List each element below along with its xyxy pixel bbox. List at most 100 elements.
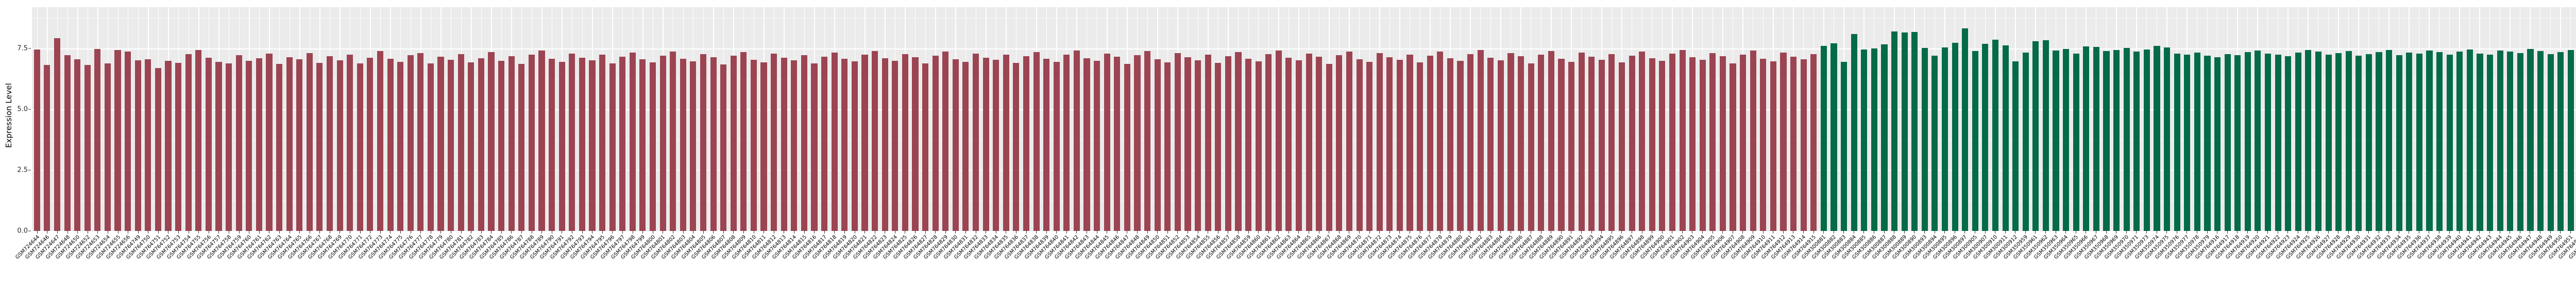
bar[interactable]	[1730, 63, 1736, 231]
bar-slot[interactable]	[1930, 7, 1940, 231]
bar-slot[interactable]	[143, 7, 154, 231]
bar-slot[interactable]	[486, 7, 497, 231]
bar-slot[interactable]	[204, 7, 214, 231]
bar-slot[interactable]	[284, 7, 295, 231]
bar-slot[interactable]	[1809, 7, 1819, 231]
bar[interactable]	[892, 61, 899, 231]
bar[interactable]	[498, 60, 505, 231]
bar[interactable]	[1760, 59, 1767, 231]
bar[interactable]	[599, 54, 606, 231]
bar[interactable]	[1901, 32, 1908, 231]
bar[interactable]	[74, 59, 81, 231]
bar[interactable]	[2487, 55, 2494, 231]
bar[interactable]	[1073, 50, 1080, 231]
bar[interactable]	[2194, 53, 2200, 231]
bar[interactable]	[2063, 49, 2070, 231]
bar[interactable]	[1235, 52, 1242, 231]
bar[interactable]	[387, 59, 394, 231]
bar-slot[interactable]	[819, 7, 829, 231]
bar[interactable]	[1023, 56, 1030, 231]
bar[interactable]	[125, 52, 131, 231]
bar-slot[interactable]	[648, 7, 658, 231]
bar-slot[interactable]	[163, 7, 174, 231]
bar[interactable]	[1336, 55, 1343, 231]
bar[interactable]	[286, 57, 293, 231]
bar-slot[interactable]	[1294, 7, 1304, 231]
bar-slot[interactable]	[769, 7, 779, 231]
bar[interactable]	[760, 62, 767, 231]
bar[interactable]	[508, 56, 515, 231]
bar[interactable]	[1417, 62, 1423, 231]
bar[interactable]	[1306, 53, 1312, 231]
bar-slot[interactable]	[718, 7, 728, 231]
bar-slot[interactable]	[2515, 7, 2526, 231]
bar[interactable]	[781, 58, 787, 231]
bar[interactable]	[2255, 50, 2261, 231]
bar[interactable]	[1750, 51, 1756, 231]
bar-slot[interactable]	[2445, 7, 2455, 231]
bar[interactable]	[1144, 51, 1151, 231]
bar[interactable]	[1618, 62, 1625, 231]
bar-slot[interactable]	[1223, 7, 1233, 231]
bar-slot[interactable]	[103, 7, 113, 231]
bar-slot[interactable]	[2455, 7, 2465, 231]
bar-slot[interactable]	[1072, 7, 1082, 231]
bar-slot[interactable]	[476, 7, 486, 231]
bar[interactable]	[1386, 57, 1393, 231]
bar[interactable]	[851, 61, 858, 231]
bar[interactable]	[1104, 54, 1110, 231]
bar[interactable]	[1477, 50, 1484, 231]
bar-slot[interactable]	[1364, 7, 1375, 231]
bar[interactable]	[2143, 49, 2150, 231]
bar-slot[interactable]	[1869, 7, 1879, 231]
bar-slot[interactable]	[567, 7, 577, 231]
bar[interactable]	[1548, 51, 1554, 231]
bar[interactable]	[1931, 56, 1938, 231]
bar-slot[interactable]	[1536, 7, 1546, 231]
bar[interactable]	[1285, 58, 1292, 231]
bar-slot[interactable]	[224, 7, 234, 231]
bar-slot[interactable]	[2142, 7, 2152, 231]
bar[interactable]	[922, 63, 929, 231]
bar-slot[interactable]	[2132, 7, 2142, 231]
bar[interactable]	[1810, 54, 1817, 231]
bar[interactable]	[1467, 54, 1474, 231]
bar-slot[interactable]	[1960, 7, 1970, 231]
bar[interactable]	[2164, 47, 2171, 231]
bar[interactable]	[1225, 56, 1231, 231]
bar[interactable]	[750, 59, 757, 231]
bar-slot[interactable]	[1213, 7, 1223, 231]
bar-slot[interactable]	[2182, 7, 2192, 231]
bar[interactable]	[659, 55, 666, 231]
bar[interactable]	[1608, 54, 1615, 231]
bar-slot[interactable]	[2485, 7, 2495, 231]
bar-slot[interactable]	[2425, 7, 2435, 231]
bar-slot[interactable]	[1597, 7, 1607, 231]
bar-slot[interactable]	[385, 7, 396, 231]
bar-slot[interactable]	[2505, 7, 2515, 231]
bar[interactable]	[952, 59, 959, 231]
bar-slot[interactable]	[1253, 7, 1264, 231]
bar-slot[interactable]	[1788, 7, 1799, 231]
bar[interactable]	[306, 53, 313, 231]
bar-slot[interactable]	[809, 7, 820, 231]
bar[interactable]	[1356, 59, 1363, 231]
bar-slot[interactable]	[1667, 7, 1677, 231]
bar[interactable]	[1972, 51, 1978, 231]
bar[interactable]	[2184, 55, 2191, 231]
bar-slot[interactable]	[577, 7, 587, 231]
bar[interactable]	[2133, 51, 2140, 231]
bar[interactable]	[579, 57, 585, 231]
bar[interactable]	[2285, 56, 2292, 231]
bar[interactable]	[549, 59, 555, 231]
bar[interactable]	[1881, 44, 1888, 231]
bar[interactable]	[771, 54, 777, 231]
bar[interactable]	[932, 55, 939, 231]
bar-slot[interactable]	[1112, 7, 1123, 231]
bar-slot[interactable]	[1304, 7, 1314, 231]
bar-slot[interactable]	[527, 7, 537, 231]
bar[interactable]	[134, 60, 141, 231]
bar[interactable]	[902, 54, 908, 231]
bar-slot[interactable]	[1344, 7, 1354, 231]
bar-slot[interactable]	[1435, 7, 1446, 231]
